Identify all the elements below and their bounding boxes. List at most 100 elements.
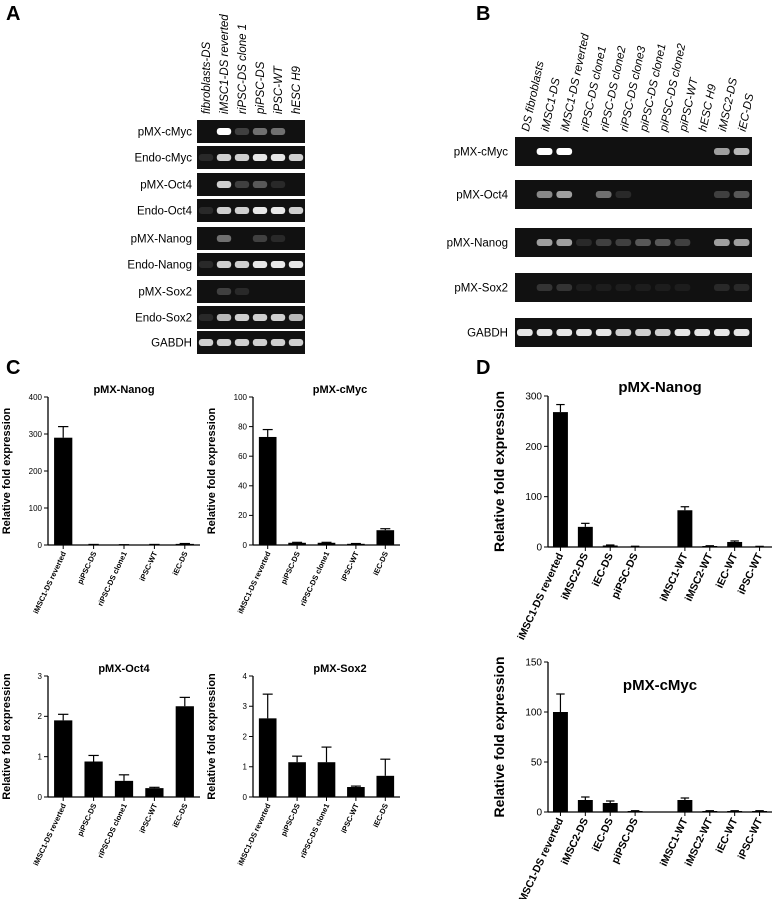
gel-strip [197, 173, 305, 196]
lane-label: iMSC2-DS [717, 77, 740, 133]
row-label: pMX-cMyc [138, 127, 193, 139]
y-tick-label: 200 [29, 467, 43, 476]
y-tick-label: 2 [243, 732, 248, 741]
band [654, 329, 671, 336]
gel-strip [197, 306, 305, 329]
band [654, 284, 671, 291]
gel-strip [197, 146, 305, 169]
band [198, 339, 214, 346]
gel-strip [197, 227, 305, 250]
band [615, 329, 632, 336]
y-tick-label: 20 [238, 511, 247, 520]
band [615, 239, 632, 246]
chart-title: pMX-Nanog [93, 384, 154, 396]
y-tick-label: 80 [238, 422, 247, 431]
panel-label: D [476, 357, 490, 379]
band [536, 191, 553, 198]
row-label: pMX-Sox2 [138, 287, 192, 299]
error-bar [605, 800, 615, 803]
bar [602, 545, 618, 547]
band [270, 235, 286, 242]
lane-label: iMSC1-DS [540, 77, 563, 133]
band [216, 154, 232, 161]
y-axis-label: Relative fold expression [491, 656, 507, 817]
gel-strip [515, 137, 752, 166]
y-tick-label: 3 [243, 702, 248, 711]
x-tick-label: iMSC1-DS reverted [236, 802, 273, 867]
x-tick-label: riPSC-DS clone1 [96, 550, 129, 607]
bar [752, 811, 768, 812]
x-tick-label: iMSC1-DS reverted [31, 802, 68, 867]
band [288, 339, 304, 346]
x-tick-label: iMSC1-DS reverted [515, 816, 566, 899]
y-tick-label: 60 [238, 452, 247, 461]
error-bar [730, 540, 739, 542]
x-tick-label: iEC-DS [590, 816, 616, 853]
band [556, 329, 573, 336]
x-tick-label: iMSC1-DS reverted [236, 550, 273, 615]
y-axis-label: Relative fold expression [206, 673, 218, 800]
y-tick-label: 100 [525, 708, 542, 719]
band [713, 329, 730, 336]
lane-label: hESC H9 [291, 65, 303, 114]
band [216, 288, 232, 295]
band [216, 339, 232, 346]
bar [702, 811, 718, 812]
error-bar [380, 528, 391, 531]
y-tick-label: 150 [525, 658, 542, 669]
bar [175, 543, 194, 545]
row-label: pMX-Sox2 [454, 283, 508, 295]
lane-label: iEC-DS [737, 92, 757, 132]
x-tick-label: iPSC-WT [339, 802, 361, 835]
error-bar [581, 522, 590, 527]
band [733, 329, 750, 336]
band [595, 191, 612, 198]
band [576, 329, 592, 336]
band [713, 284, 730, 291]
bar [677, 800, 693, 812]
band [252, 128, 268, 135]
chart-title: pMX-cMyc [623, 677, 697, 694]
y-tick-label: 1 [243, 763, 248, 772]
bar [258, 718, 277, 797]
bar [627, 811, 643, 812]
y-tick-label: 200 [525, 442, 542, 453]
band [576, 284, 592, 291]
band [536, 148, 553, 155]
band [216, 181, 232, 188]
band [288, 314, 304, 321]
x-tick-label: piPSC-DS [75, 550, 98, 586]
gel-strip [515, 273, 752, 302]
band [733, 239, 750, 246]
y-axis-label: Relative fold expression [206, 407, 218, 534]
y-tick-label: 100 [29, 504, 43, 513]
y-tick-label: 0 [536, 543, 542, 554]
y-tick-label: 50 [531, 758, 543, 769]
band [556, 148, 573, 155]
band [733, 191, 750, 198]
band [216, 261, 232, 268]
bar [577, 800, 593, 812]
band [198, 261, 214, 268]
x-tick-label: iEC-WT [714, 551, 741, 590]
band [252, 314, 268, 321]
error-bar [88, 754, 99, 762]
gel-strip [197, 331, 305, 354]
row-label: pMX-cMyc [454, 147, 509, 159]
band [733, 148, 750, 155]
error-bar [58, 426, 69, 438]
gel-strip [197, 120, 305, 143]
bar [54, 720, 73, 797]
row-label: pMX-Oct4 [140, 180, 192, 192]
lane-label: iMSC1-DS reverted [219, 14, 231, 114]
row-label: Endo-Oct4 [137, 206, 193, 218]
y-tick-label: 3 [38, 672, 43, 681]
band [234, 339, 250, 346]
band [576, 239, 592, 246]
band [516, 329, 533, 336]
band [615, 284, 632, 291]
bar [288, 542, 306, 545]
band [198, 314, 214, 321]
band [556, 284, 573, 291]
band [270, 207, 286, 214]
